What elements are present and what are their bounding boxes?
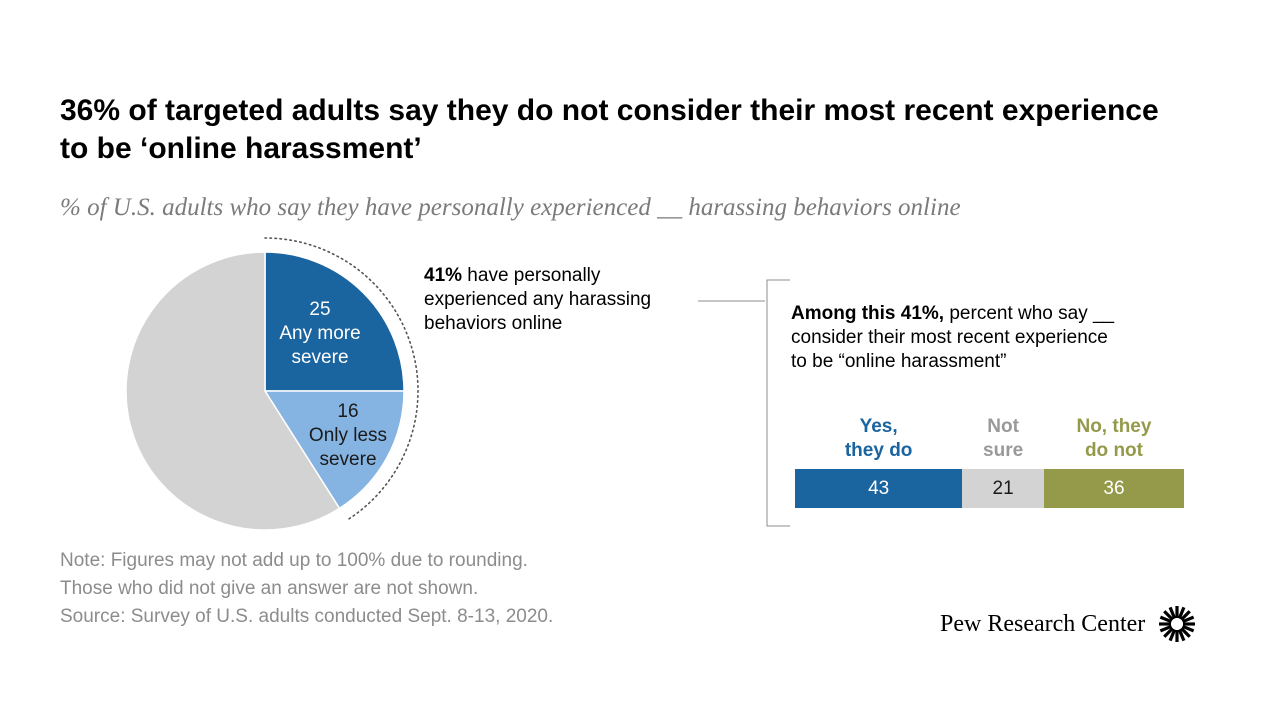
pie-text-less-severe-2: severe — [319, 449, 377, 470]
bar-segment-not-sure: 21 — [962, 469, 1044, 508]
chart-subtitle: % of U.S. adults who say they have perso… — [60, 194, 961, 221]
pie-text-more-severe-2: severe — [291, 347, 349, 368]
bar-label-line1: Not — [987, 416, 1019, 437]
bar-label-line2: sure — [983, 440, 1024, 461]
chart-title: 36% of targeted adults say they do not c… — [60, 94, 1159, 165]
pie-text-less-severe-1: Only less — [308, 425, 388, 446]
bar-label-line1: Yes, — [859, 416, 898, 437]
pie-label-more-severe: 25 Any more severe — [245, 298, 395, 370]
logo-text: Pew Research Center — [940, 610, 1146, 637]
bar-heading-line1: percent who say __ — [944, 303, 1115, 324]
dotted-arc-bracket — [264, 237, 419, 521]
callout-line3: behaviors online — [424, 313, 563, 334]
callout-41-percent: 41% have personally experienced any hara… — [424, 264, 724, 336]
chart-notes: Note: Figures may not add up to 100% due… — [60, 547, 760, 631]
bar-label-line2: they do — [844, 440, 913, 461]
pew-logo: Pew Research Center — [940, 604, 1197, 644]
callout-line2: experienced any harassing — [424, 289, 652, 310]
bar-label-line2: do not — [1084, 440, 1143, 461]
note-line-2: Those who did not give an answer are not… — [60, 578, 479, 599]
bar-heading-line2: consider their most recent experience — [791, 327, 1108, 348]
pew-sunburst-icon — [1159, 606, 1196, 642]
note-line-1: Note: Figures may not add up to 100% due… — [60, 550, 528, 571]
pie-label-less-severe: 16 Only less severe — [273, 400, 423, 472]
bar-label-no: No, they do not — [1044, 415, 1184, 463]
source-line: Source: Survey of U.S. adults conducted … — [60, 606, 554, 627]
callout-line1: have personally — [462, 265, 601, 286]
pie-chart — [125, 251, 405, 531]
bracket-line — [766, 279, 790, 527]
pie-value-more-severe: 25 — [309, 299, 331, 320]
pie-slice-remainder — [125, 251, 341, 531]
bar-heading: Among this 41%, percent who say __ consi… — [791, 302, 1211, 374]
pie-slice-more-severe — [264, 251, 405, 392]
bar-label-not-sure: Not sure — [962, 415, 1044, 463]
bar-label-line1: No, they — [1076, 416, 1152, 437]
bar-segment-no: 36 — [1043, 469, 1184, 508]
bar-heading-line3: to be “online harassment” — [791, 351, 1007, 372]
pie-text-more-severe-1: Any more — [279, 323, 361, 344]
bar-segment-yes: 43 — [795, 469, 963, 508]
pie-slice-less-severe — [263, 390, 405, 510]
bar-label-yes: Yes, they do — [795, 415, 962, 463]
bar-heading-bold: Among this 41%, — [791, 303, 945, 324]
callout-bold: 41% — [424, 265, 463, 286]
pie-value-less-severe: 16 — [337, 401, 359, 422]
